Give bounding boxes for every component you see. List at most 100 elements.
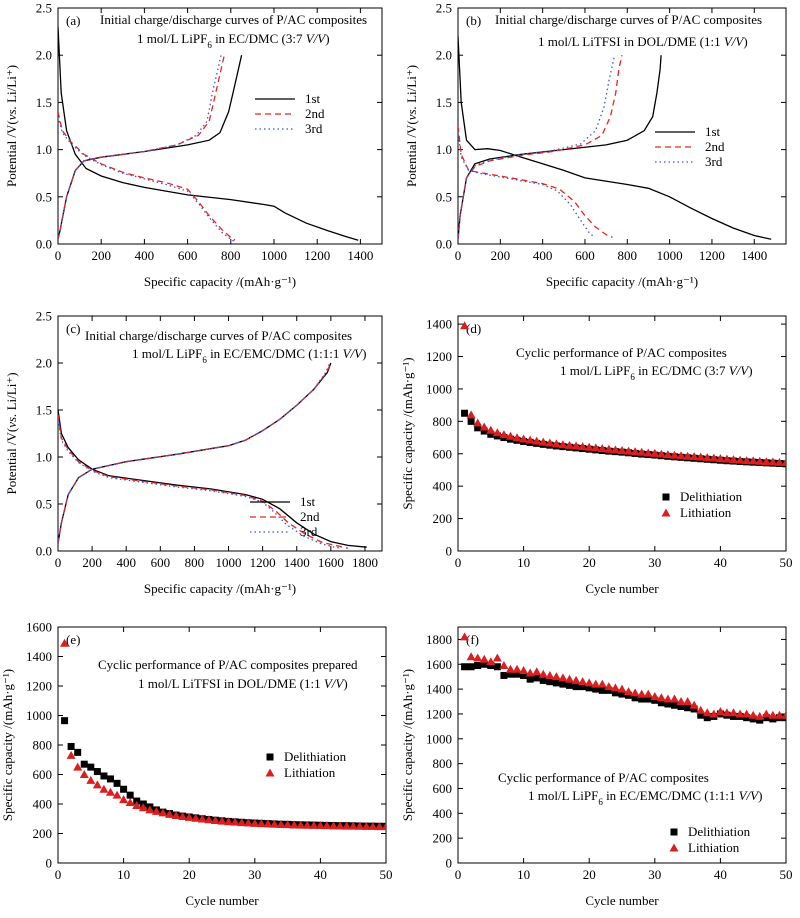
delithiation-marker (487, 662, 495, 670)
lithiation-marker (361, 821, 371, 830)
lithiation-marker (551, 439, 561, 448)
lithiation-marker (781, 458, 786, 467)
lithiation-marker (499, 661, 509, 670)
lithiation-marker (492, 653, 502, 662)
delithiation-marker (644, 695, 652, 703)
delithiation-marker (618, 690, 626, 698)
series-1st-curve (58, 55, 243, 240)
lithiation-marker (309, 820, 319, 829)
series-3rd-curve (458, 55, 616, 240)
y-tick-label: 200 (433, 831, 453, 846)
legend-label: 1st (300, 494, 316, 509)
delithiation-marker (769, 715, 777, 723)
lithiation-marker (224, 817, 234, 826)
y-tick-label: 200 (33, 826, 53, 841)
lithiation-marker (460, 321, 470, 330)
chart-subtitle: 1 mol/L LiTFSI in DOL/DME (1:1 V/V) (138, 676, 348, 691)
data-layer (458, 36, 772, 240)
y-tick-label: 600 (433, 781, 453, 796)
lithiation-marker (322, 821, 332, 830)
chart-title: Initial charge/discharge curves of P/AC … (100, 12, 367, 27)
lithiation-marker (60, 638, 70, 647)
x-tick-label: 1200 (304, 248, 330, 263)
x-tick-label: 50 (380, 867, 393, 882)
lithiation-marker (283, 820, 293, 829)
delithiation-marker (662, 493, 670, 501)
lithiation-marker (486, 425, 496, 434)
x-tick-label: 200 (91, 248, 111, 263)
delithiation-marker (670, 701, 678, 709)
lithiation-marker (669, 843, 679, 852)
y-tick-label: 0.5 (36, 497, 52, 512)
legend-label: 1st (705, 124, 721, 139)
lithiation-marker (112, 790, 122, 799)
lithiation-marker (538, 437, 548, 446)
lithiation-marker (624, 687, 634, 696)
y-tick-label: 0 (446, 544, 453, 559)
lithiation-marker (755, 456, 765, 465)
lithiation-marker (551, 672, 561, 681)
lithiation-marker (735, 455, 745, 464)
x-tick-label: 20 (183, 867, 196, 882)
chart-subtitle: 1 mol/L LiPF6 in EC/DMC (3:7 V/V) (560, 363, 753, 382)
panel-e: 0 10 20 30 40 50 0 200 400 600 800 1000 1200 1400 1600… (0, 620, 393, 909)
lithiation-marker (689, 452, 699, 461)
panel-label: (c) (66, 321, 80, 336)
x-tick-label: 10 (117, 867, 130, 882)
lithiation-marker (473, 418, 483, 427)
delithiation-marker (520, 671, 528, 679)
chart-subtitle: 1 mol/L LiPF6 in EC/EMC/DMC (1:1:1 V/V) (132, 346, 366, 365)
delithiation-marker (585, 684, 593, 692)
panel-c: 0 200 400 600 800 1000 1200 1400 1600 1800 0.0 0.5 1… (4, 309, 383, 596)
lithiation-marker (748, 456, 758, 465)
y-tick-label: 400 (33, 797, 53, 812)
y-tick-label: 2.0 (436, 48, 452, 63)
legend-label: Lithiation (688, 840, 740, 855)
delithiation-marker (559, 680, 567, 688)
delithiation-marker (474, 662, 482, 670)
panel-d: 0 10 20 30 40 50 0 200 400 600 800 1000 1200 1400 Cycl… (400, 315, 793, 596)
y-tick-label: 1200 (426, 706, 452, 721)
lithiation-marker (661, 508, 671, 517)
lithiation-marker (138, 803, 148, 812)
lithiation-marker (610, 683, 620, 692)
legend-label: Lithiation (284, 765, 336, 780)
lithiation-marker (696, 705, 706, 714)
y-tick-label: 1000 (26, 708, 52, 723)
lithiation-marker (702, 708, 712, 717)
series-1st-curve (458, 36, 772, 240)
data-layer (460, 632, 786, 724)
lithiation-marker (610, 445, 620, 454)
y-tick-label: 1800 (426, 632, 452, 647)
delithiation-marker (625, 691, 633, 699)
x-tick-label: 1000 (657, 248, 683, 263)
x-tick-label: 20 (583, 555, 596, 570)
delithiation-marker (749, 715, 757, 723)
y-axis-label: Potential /V(vs. Li/Li⁺) (4, 65, 19, 187)
delithiation-marker (474, 424, 482, 432)
lithiation-marker (217, 816, 227, 825)
chart-title: Initial charge/discharge curves of P/AC … (495, 12, 762, 27)
panel-b: 0 200 400 600 800 1000 1200 1400 0.0 0.5 1.0 1.5 2.0… (404, 1, 787, 289)
lithiation-marker (591, 443, 601, 452)
y-tick-label: 1600 (26, 620, 52, 635)
x-tick-label: 10 (517, 867, 530, 882)
y-tick-label: 400 (433, 479, 453, 494)
lithiation-marker (604, 682, 614, 691)
y-tick-label: 2.5 (36, 309, 52, 324)
plot-frame (57, 315, 383, 552)
x-axis-label: Specific capacity /(mAh·g⁻¹) (144, 581, 296, 596)
lithiation-marker (151, 806, 161, 815)
lithiation-marker (558, 673, 568, 682)
x-tick-label: 40 (714, 555, 727, 570)
lithiation-marker (204, 815, 214, 824)
lithiation-marker (663, 694, 673, 703)
legend-label: 3rd (300, 524, 318, 539)
lithiation-marker (263, 819, 273, 828)
y-tick-label: 800 (33, 738, 53, 753)
x-tick-label: 800 (618, 248, 638, 263)
lithiation-marker (79, 770, 89, 778)
x-tick-label: 1600 (318, 555, 344, 570)
lithiation-marker (105, 787, 115, 796)
lithiation-marker (532, 667, 542, 676)
